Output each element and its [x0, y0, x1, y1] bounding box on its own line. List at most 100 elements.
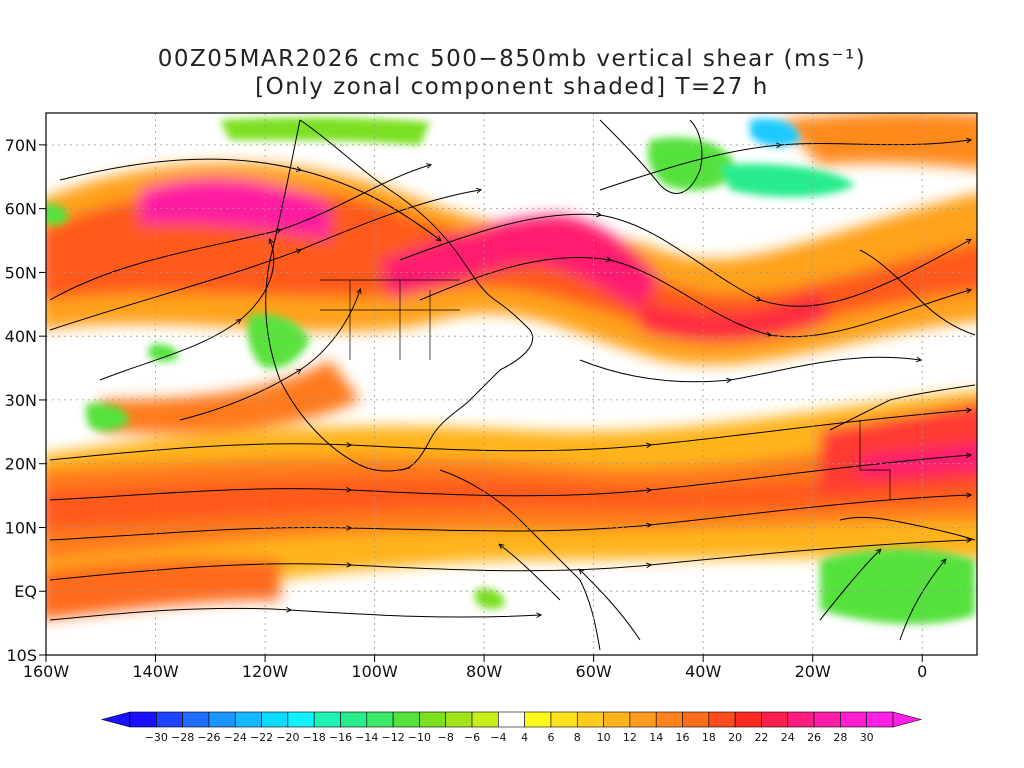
- streamline: [579, 357, 920, 382]
- lat-tick-label: 60N: [5, 200, 37, 219]
- colorbar-swatch: [182, 711, 210, 728]
- longitude-axis: 160W 140W 120W 100W 80W 60W 40W 20W 0: [23, 655, 927, 681]
- colorbar-label: 20: [728, 731, 742, 744]
- lon-tick-label: 20W: [795, 662, 831, 681]
- colorbar-label: 12: [623, 731, 637, 744]
- shear-region: [100, 360, 360, 434]
- colorbar-swatch: [208, 711, 236, 728]
- lon-tick-label: 80W: [466, 662, 502, 681]
- lat-tick-label: 70N: [5, 136, 37, 155]
- shear-region: [720, 163, 855, 197]
- map-frame: [45, 112, 978, 656]
- streamline: [99, 240, 275, 381]
- streamline: [59, 158, 440, 240]
- shear-region: [647, 137, 736, 191]
- colorbar-swatch: [392, 711, 420, 728]
- colorbar-label: −8: [438, 731, 454, 744]
- shear-region: [46, 558, 280, 620]
- colorbar-swatch: [708, 711, 736, 728]
- colorbar-label: −24: [224, 731, 247, 744]
- shear-region: [85, 403, 130, 432]
- colorbar-swatch: [445, 711, 473, 728]
- colorbar-label: 8: [574, 731, 581, 744]
- streamline: [419, 257, 970, 338]
- colorbar-under-arrow: [100, 711, 131, 728]
- colorbar-swatch: [840, 711, 867, 728]
- colorbar-over-arrow: [892, 711, 923, 728]
- colorbar-swatch: [576, 711, 604, 728]
- colorbar-swatch: [129, 711, 157, 728]
- shear-region: [820, 548, 975, 625]
- streamline: [49, 540, 970, 581]
- colorbar-swatch: [550, 711, 578, 728]
- colorbar-label: −18: [303, 731, 326, 744]
- map-title-line2: [Only zonal component shaded] T=27 h: [255, 74, 769, 100]
- colorbar-label: −30: [145, 731, 168, 744]
- colorbar-swatch: [419, 711, 447, 728]
- colorbar-swatch: [734, 711, 762, 728]
- colorbar-label: 10: [597, 731, 611, 744]
- colorbar-swatch: [787, 711, 815, 728]
- colorbar-label: 28: [833, 731, 847, 744]
- graticule: [46, 113, 977, 655]
- colorbar-swatch: [603, 711, 631, 728]
- lat-tick-label: 20N: [5, 455, 37, 474]
- lon-tick-label: 120W: [242, 662, 289, 681]
- colorbar-label: 6: [547, 731, 554, 744]
- colorbar-label: −26: [197, 731, 220, 744]
- lat-tick-label: 30N: [5, 391, 37, 410]
- map-title-line1: 00Z05MAR2026 cmc 500−850mb vertical shea…: [157, 46, 867, 72]
- colorbar-label: 24: [781, 731, 795, 744]
- colorbar-swatch: [866, 711, 894, 728]
- colorbar-label: −28: [171, 731, 194, 744]
- colorbar-swatch: [524, 711, 552, 728]
- lon-tick-label: 160W: [23, 662, 70, 681]
- colorbar-swatch: [471, 711, 499, 728]
- streamlines: [49, 140, 970, 641]
- colorbar-label: 18: [702, 731, 716, 744]
- colorbar-label: 22: [754, 731, 768, 744]
- colorbar-swatch: [156, 711, 183, 728]
- colorbar-swatch: [340, 711, 368, 728]
- streamline: [819, 550, 880, 621]
- streamline: [500, 545, 561, 601]
- lon-tick-label: 100W: [351, 662, 398, 681]
- colorbar-swatch: [313, 711, 341, 728]
- streamline: [49, 608, 540, 621]
- colorbar-label: 4: [521, 731, 528, 744]
- streamline: [899, 560, 945, 641]
- lat-tick-label: 40N: [5, 327, 37, 346]
- streamline: [179, 290, 360, 421]
- shear-region: [475, 588, 505, 610]
- lon-tick-label: 140W: [132, 662, 179, 681]
- colorbar-swatch: [629, 711, 657, 728]
- colorbar-swatch: [813, 711, 841, 728]
- shear-region: [220, 117, 430, 145]
- colorbar-swatch: [655, 711, 683, 728]
- streamline: [580, 570, 641, 641]
- colorbar-label: 26: [807, 731, 821, 744]
- colorbar-label: −10: [408, 731, 431, 744]
- colorbar-swatch: [682, 711, 710, 728]
- colorbar-swatch: [498, 711, 525, 728]
- colorbar-swatch: [234, 711, 262, 728]
- streamline: [49, 495, 970, 541]
- colorbar-swatch: [366, 711, 394, 728]
- colorbar-label: −12: [381, 731, 404, 744]
- colorbar-label: −22: [250, 731, 273, 744]
- colorbar-swatch: [261, 711, 289, 728]
- colorbar-label: −4: [490, 731, 506, 744]
- colorbar-label: 16: [676, 731, 690, 744]
- lon-tick-label: 40W: [685, 662, 721, 681]
- colorbar-label: −14: [355, 731, 378, 744]
- colorbar-label: 14: [649, 731, 663, 744]
- colorbar-swatch: [287, 711, 315, 728]
- coastline: [599, 119, 703, 194]
- lon-tick-label: 0: [917, 662, 927, 681]
- colorbar-label: −6: [464, 731, 480, 744]
- lat-tick-label: 10S: [6, 646, 37, 665]
- lat-tick-label: 50N: [5, 263, 37, 282]
- map-panel: [46, 113, 977, 655]
- shear-region: [46, 203, 69, 225]
